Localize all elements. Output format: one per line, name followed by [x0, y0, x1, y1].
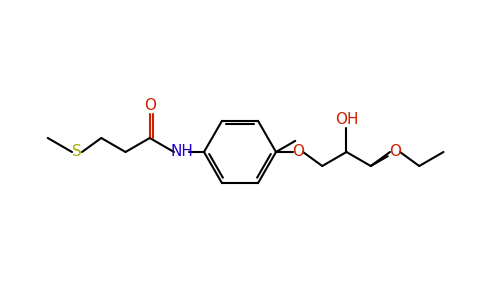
Text: NH: NH	[170, 144, 193, 160]
Text: OH: OH	[335, 112, 358, 127]
Text: S: S	[72, 144, 82, 160]
Text: O: O	[389, 144, 401, 160]
Text: O: O	[144, 98, 156, 113]
Text: O: O	[292, 144, 304, 160]
